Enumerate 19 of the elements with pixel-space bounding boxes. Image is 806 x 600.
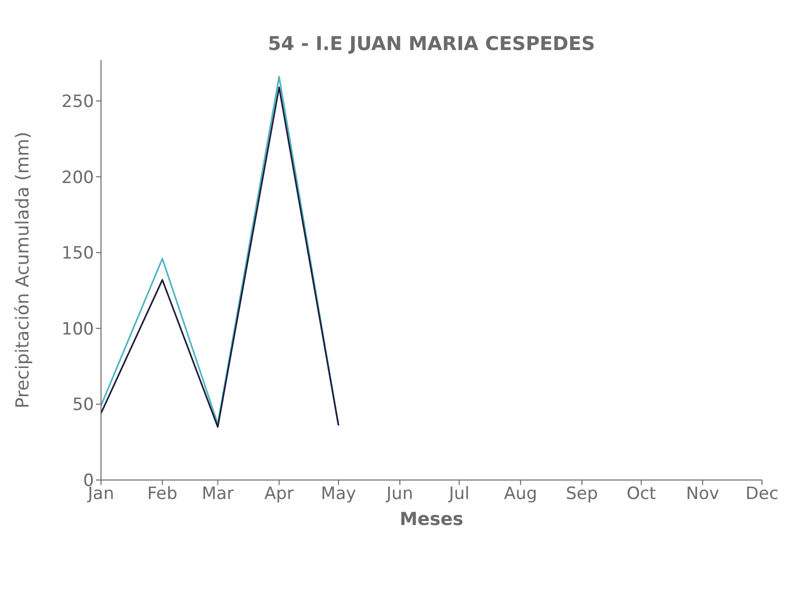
- y-tick-label: 250: [62, 92, 94, 112]
- y-tick-label: 50: [72, 395, 94, 416]
- chart-title: 54 - I.E JUAN MARIA CESPEDES: [266, 33, 596, 55]
- x-tick-label: Apr: [264, 484, 294, 504]
- x-tick-label: Jun: [386, 484, 414, 504]
- x-tick-label: Aug: [504, 484, 538, 504]
- x-tick-label: May: [320, 484, 356, 504]
- x-tick-label: Sep: [566, 484, 598, 504]
- y-axis-title: Precipitación Acumulada (mm): [12, 132, 34, 408]
- y-tick-label: 100: [62, 319, 94, 340]
- x-tick-label: Oct: [626, 484, 656, 504]
- x-tick-label: Nov: [686, 484, 720, 504]
- x-tick-label: Dec: [746, 484, 778, 504]
- x-tick-label: Jul: [448, 484, 470, 504]
- x-tick-label: Feb: [147, 484, 178, 504]
- x-axis-title: Meses: [400, 508, 464, 530]
- x-tick-label: Mar: [202, 484, 234, 504]
- y-tick-label: 150: [62, 244, 94, 264]
- y-tick-label: 200: [62, 168, 94, 188]
